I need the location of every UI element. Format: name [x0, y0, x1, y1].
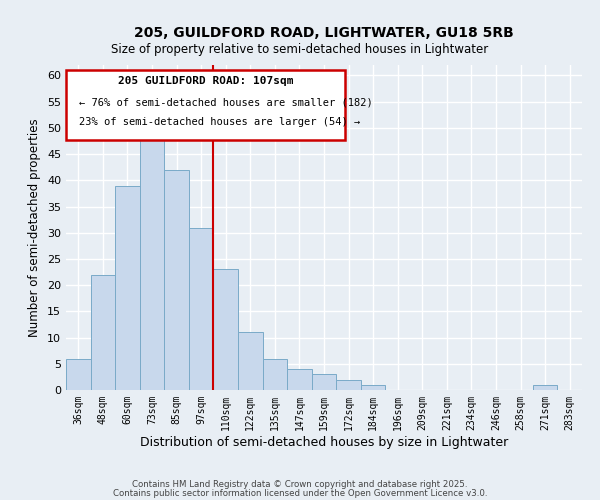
Bar [115, 186, 140, 390]
Text: Contains HM Land Registry data © Crown copyright and database right 2025.: Contains HM Land Registry data © Crown c… [132, 480, 468, 489]
FancyBboxPatch shape [66, 70, 344, 140]
Bar [238, 332, 263, 390]
Bar [91, 274, 115, 390]
Bar [336, 380, 361, 390]
Bar [140, 133, 164, 390]
Bar [66, 358, 91, 390]
Text: Contains public sector information licensed under the Open Government Licence v3: Contains public sector information licen… [113, 488, 487, 498]
Bar [164, 170, 189, 390]
Bar [361, 385, 385, 390]
Bar [263, 358, 287, 390]
Bar [189, 228, 214, 390]
Bar [214, 270, 238, 390]
Text: ← 76% of semi-detached houses are smaller (182): ← 76% of semi-detached houses are smalle… [79, 98, 373, 108]
Bar [287, 369, 312, 390]
X-axis label: Distribution of semi-detached houses by size in Lightwater: Distribution of semi-detached houses by … [140, 436, 508, 448]
Y-axis label: Number of semi-detached properties: Number of semi-detached properties [28, 118, 41, 337]
Text: Size of property relative to semi-detached houses in Lightwater: Size of property relative to semi-detach… [112, 42, 488, 56]
Text: 23% of semi-detached houses are larger (54) →: 23% of semi-detached houses are larger (… [79, 117, 360, 127]
Bar [312, 374, 336, 390]
Title: 205, GUILDFORD ROAD, LIGHTWATER, GU18 5RB: 205, GUILDFORD ROAD, LIGHTWATER, GU18 5R… [134, 26, 514, 40]
Text: 205 GUILDFORD ROAD: 107sqm: 205 GUILDFORD ROAD: 107sqm [118, 76, 293, 86]
Bar [533, 385, 557, 390]
